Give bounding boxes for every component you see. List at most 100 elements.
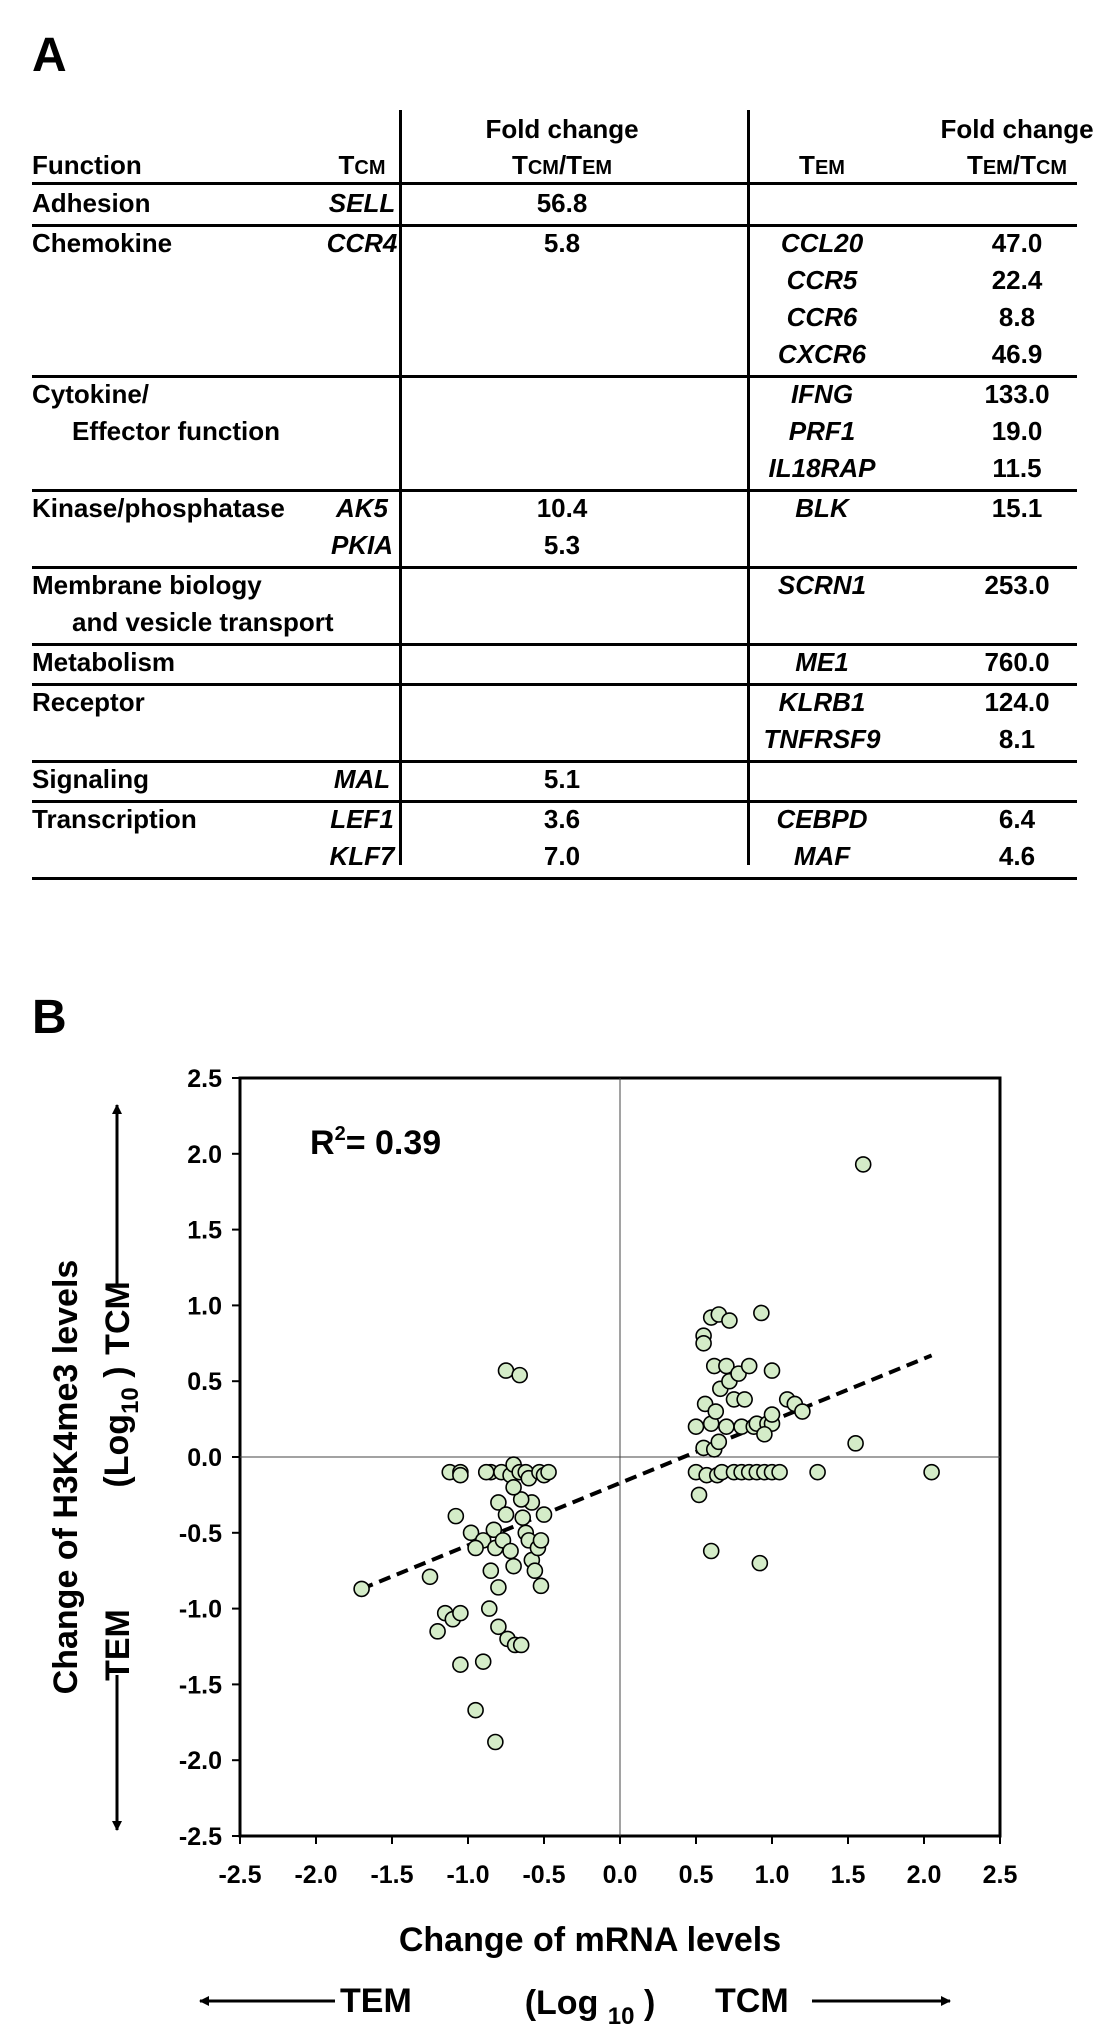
function-label: Receptor: [32, 687, 145, 717]
header-tcm: TCM: [338, 150, 386, 180]
tem-gene: SCRN1: [777, 570, 867, 600]
tcm-fold-change: 56.8: [536, 188, 588, 218]
data-point: [718, 1418, 735, 1435]
column-divider-1: [399, 110, 402, 865]
function-label: Transcription: [32, 804, 197, 834]
tem-fold-change: 47.0: [991, 228, 1043, 258]
tem-gene: CCR5: [786, 265, 858, 295]
tem-gene: CXCR6: [777, 339, 867, 369]
tem-fold-change: 8.1: [998, 724, 1036, 754]
tcm-fold-change: 5.1: [543, 764, 581, 794]
y-tick-label: -2.5: [179, 1823, 222, 1851]
x-tick-label: 2.0: [907, 1861, 942, 1889]
tcm-fold-change: 5.8: [543, 228, 581, 258]
tem-gene: CCL20: [780, 228, 864, 258]
data-point: [447, 1507, 465, 1525]
data-point: [532, 1577, 550, 1595]
data-point: [763, 1406, 781, 1423]
data-point: [702, 1542, 720, 1560]
y-tick-label: 0.5: [187, 1368, 222, 1396]
row-rule: [32, 489, 1077, 492]
y-tick-label: 1.0: [187, 1292, 222, 1320]
data-point: [429, 1623, 446, 1640]
data-point: [736, 1391, 753, 1408]
data-point: [497, 1362, 515, 1379]
y-tick-label: -2.0: [179, 1747, 222, 1775]
data-point: [497, 1506, 515, 1523]
row-rule: [32, 224, 1077, 227]
header-fold-change-1: Fold change: [485, 114, 639, 144]
tem-gene: CCR6: [786, 302, 858, 332]
panel-a-label: A: [32, 29, 67, 82]
data-point: [512, 1491, 530, 1508]
r-squared-label: R2= 0.39: [310, 1123, 441, 1162]
header-tem: TEM: [799, 150, 845, 180]
data-point: [923, 1463, 940, 1481]
tem-gene: IFNG: [790, 379, 854, 409]
data-point: [452, 1656, 469, 1673]
tcm-gene: MAL: [333, 764, 391, 794]
x-tick-label: 0.0: [603, 1861, 638, 1889]
tem-gene: ME1: [795, 647, 849, 677]
data-point: [514, 1509, 532, 1526]
tem-fold-change: 133.0: [984, 379, 1050, 409]
x-tick-label: -1.0: [446, 1861, 489, 1889]
tcm-gene: LEF1: [330, 804, 394, 834]
tcm-gene: KLF7: [329, 841, 395, 871]
data-point: [756, 1425, 773, 1443]
data-point: [505, 1479, 522, 1496]
x-right-label: TCM: [715, 1982, 789, 2020]
tem-fold-change: 760.0: [984, 647, 1050, 677]
panel-b-label: B: [32, 991, 67, 1044]
x-tick-label: -2.0: [294, 1861, 337, 1889]
tcm-fold-change: 3.6: [543, 804, 581, 834]
data-point: [467, 1539, 484, 1557]
tem-fold-change: 124.0: [984, 687, 1050, 717]
data-point: [474, 1653, 492, 1670]
data-point: [763, 1362, 781, 1379]
x-tick-label: -2.5: [218, 1861, 261, 1889]
row-rule: [32, 683, 1077, 686]
data-point: [535, 1506, 553, 1523]
header-function: Function: [32, 150, 142, 180]
data-point: [753, 1304, 770, 1322]
data-point: [462, 1524, 480, 1542]
data-point: [485, 1521, 503, 1539]
header-rule: [32, 182, 1077, 185]
row-rule: [32, 566, 1077, 569]
data-point: [452, 1604, 469, 1622]
y-tick-label: -1.5: [179, 1671, 222, 1699]
tem-fold-change: 19.0: [991, 416, 1043, 446]
y-top-label: TCM: [99, 1281, 137, 1355]
tem-fold-change: 253.0: [984, 570, 1050, 600]
data-point: [794, 1403, 811, 1420]
x-axis-title: Change of mRNA levels: [399, 1921, 781, 1959]
data-point: [467, 1701, 484, 1719]
function-label: Signaling: [32, 764, 149, 794]
y-axis-unit: (Log10 ): [98, 1366, 144, 1487]
header-fold-change-2-ratio: TEM/TCM: [966, 150, 1068, 180]
data-point: [505, 1557, 522, 1575]
y-tick-label: -0.5: [179, 1520, 222, 1548]
data-point: [532, 1532, 550, 1549]
data-point: [721, 1312, 738, 1329]
data-point: [512, 1636, 530, 1654]
x-tick-label: 2.5: [983, 1861, 1018, 1889]
x-tick-label: -0.5: [522, 1861, 565, 1889]
tem-fold-change: 11.5: [992, 453, 1042, 483]
tem-fold-change: 8.8: [998, 302, 1036, 332]
data-point: [854, 1156, 872, 1173]
tem-gene: MAF: [793, 841, 851, 871]
x-tick-label: -1.5: [370, 1861, 413, 1889]
data-point: [695, 1334, 712, 1352]
data-point: [511, 1366, 528, 1384]
tcm-gene: AK5: [335, 493, 389, 523]
function-label: Adhesion: [32, 188, 151, 218]
scatter-chart: 2.5 2.0 1.5 1.0 0.5 0.0 -0.5 -1.0 -1.5 -2.0 -2.5 -2…: [0, 1040, 1101, 2041]
y-tick-label: -1.0: [179, 1596, 222, 1624]
data-point: [490, 1618, 507, 1636]
x-tick-label: 1.5: [831, 1861, 866, 1889]
y-tick-label: 1.5: [187, 1217, 222, 1245]
gene-table: Function TCM Fold change TCM/TEM TEM Fold cha…: [32, 110, 1094, 880]
function-label: Chemokine: [32, 228, 173, 258]
